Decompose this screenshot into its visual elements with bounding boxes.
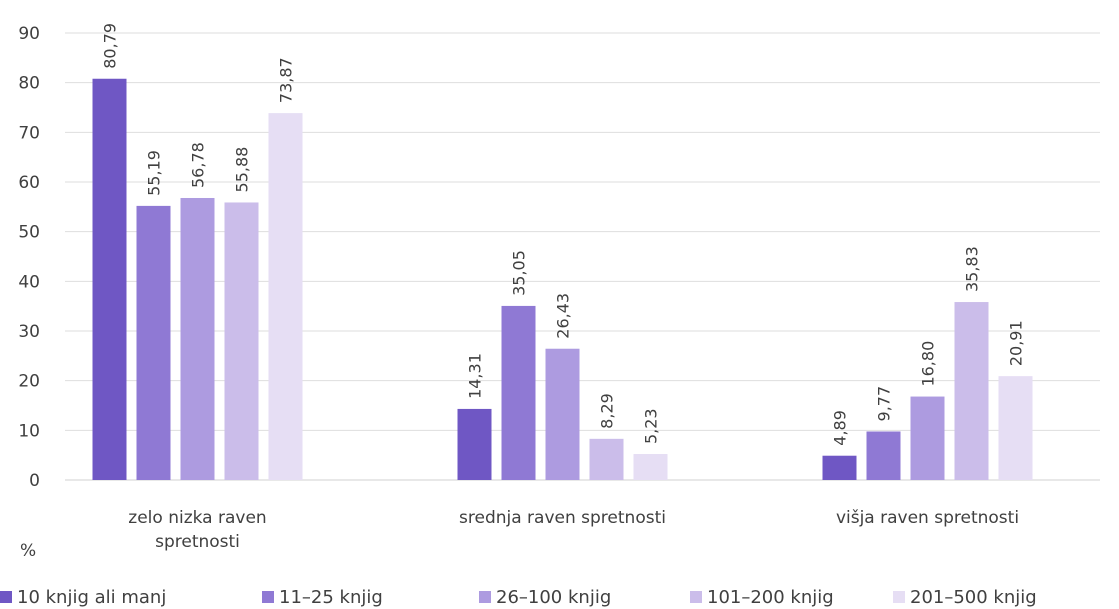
data-label: 14,31 xyxy=(466,353,485,399)
legend-label: 11–25 knjig xyxy=(279,586,383,608)
legend-item: 26–100 knjig xyxy=(479,587,611,608)
bar xyxy=(822,455,857,480)
data-label: 55,88 xyxy=(233,147,252,193)
legend-swatch xyxy=(893,591,905,603)
data-label: 5,23 xyxy=(642,408,661,444)
bar xyxy=(633,454,668,480)
data-label: 26,43 xyxy=(554,293,573,339)
bar xyxy=(910,396,945,480)
y-tick-label: 20 xyxy=(18,372,40,392)
bar xyxy=(545,348,580,480)
legend-label: 26–100 knjig xyxy=(496,586,612,608)
bar xyxy=(457,408,492,480)
legend-label: 10 knjig ali manj xyxy=(17,586,167,608)
y-tick-label: 30 xyxy=(18,322,40,342)
bar xyxy=(954,302,989,480)
data-label: 73,87 xyxy=(277,57,296,103)
legend-item: 10 knjig ali manj xyxy=(0,587,166,608)
category-label: zelo nizka raven xyxy=(128,508,266,528)
bar xyxy=(136,205,171,481)
legend-label: 201–500 knjig xyxy=(910,586,1037,608)
y-axis-unit-label: % xyxy=(20,541,37,561)
bar xyxy=(866,431,901,480)
legend-swatch xyxy=(479,591,491,603)
y-tick-label: 70 xyxy=(18,123,40,143)
y-tick-label: 0 xyxy=(29,471,40,491)
data-label: 35,83 xyxy=(963,246,982,292)
category-label: višja raven spretnosti xyxy=(836,508,1019,528)
legend-item: 11–25 knjig xyxy=(262,587,383,608)
data-label: 9,77 xyxy=(875,386,894,422)
bar xyxy=(92,78,127,481)
legend-swatch xyxy=(262,591,274,603)
legend: 10 knjig ali manj 11–25 knjig 26–100 knjig… xyxy=(0,586,1119,608)
bar xyxy=(268,113,303,480)
legend-item: 101–200 knjig xyxy=(690,587,834,608)
y-tick-label: 60 xyxy=(18,173,40,193)
data-label: 56,78 xyxy=(189,142,208,188)
bar xyxy=(501,305,536,480)
data-label: 8,29 xyxy=(598,393,617,429)
y-tick-label: 10 xyxy=(18,421,40,441)
legend-label: 101–200 knjig xyxy=(707,586,834,608)
y-tick-label: 80 xyxy=(18,74,40,94)
y-tick-label: 40 xyxy=(18,272,40,292)
data-label: 20,91 xyxy=(1007,320,1026,366)
legend-item: 201–500 knjig xyxy=(893,587,1037,608)
legend-swatch xyxy=(690,591,702,603)
y-tick-label: 90 xyxy=(18,24,40,44)
bar xyxy=(589,438,624,480)
y-tick-label: 50 xyxy=(18,223,40,243)
bar-chart: 0 10 20 30 40 50 60 70 80 90 80,79 55,19 56,78 55,88 7… xyxy=(18,23,1100,552)
data-label: 16,80 xyxy=(919,341,938,387)
category-label: srednja raven spretnosti xyxy=(459,508,666,528)
bar xyxy=(224,202,259,481)
bar xyxy=(180,197,215,480)
data-label: 80,79 xyxy=(101,23,120,69)
data-label: 4,89 xyxy=(831,410,850,446)
legend-swatch xyxy=(0,591,12,603)
data-label: 35,05 xyxy=(510,250,529,296)
category-label: spretnosti xyxy=(155,532,240,552)
bar xyxy=(998,376,1033,480)
data-label: 55,19 xyxy=(145,150,164,196)
